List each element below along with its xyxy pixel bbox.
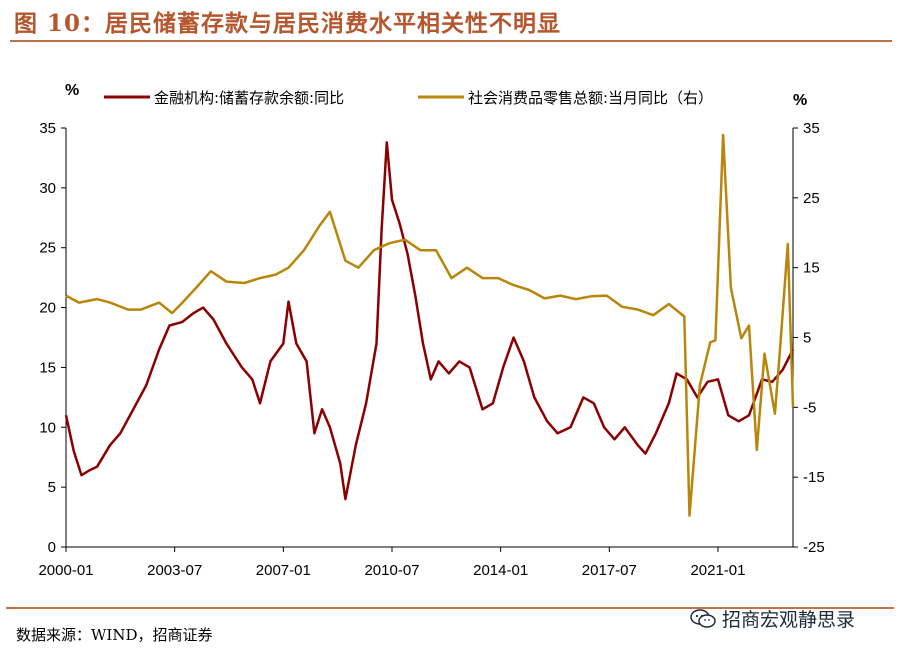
watermark-text: 招商宏观静思录 [722, 609, 856, 631]
watermark: 招商宏观静思录 [690, 605, 855, 632]
right-tick-label: -25 [803, 539, 825, 556]
right-tick-label: 15 [803, 260, 820, 277]
x-tick-label: 2014-01 [473, 562, 528, 579]
series-line-1 [64, 141, 795, 501]
legend-label-2: 社会消费品零售总额:当月同比（右） [468, 89, 713, 107]
left-tick-label: 15 [39, 359, 56, 376]
left-tick-label: 20 [39, 300, 56, 317]
title-divider [10, 40, 892, 42]
left-tick-label: 10 [39, 419, 56, 436]
x-tick-label: 2017-07 [582, 562, 637, 579]
x-tick-label: 2021-01 [690, 562, 745, 579]
right-tick-label: -5 [803, 399, 816, 416]
x-tick-label: 2007-01 [256, 562, 311, 579]
left-tick-label: 25 [39, 240, 56, 257]
footer-divider [6, 607, 894, 609]
left-tick-label: 35 [39, 120, 56, 137]
right-tick-label: 5 [803, 330, 811, 347]
data-source: 数据来源：WIND，招商证券 [16, 626, 213, 644]
series-line-2 [65, 133, 795, 517]
legend-label-1: 金融机构:储蓄存款余额:同比 [154, 89, 344, 107]
left-tick-label: 30 [39, 180, 56, 197]
left-tick-label: 0 [48, 539, 56, 556]
x-tick-label: 2000-01 [38, 562, 93, 579]
x-tick-label: 2010-07 [364, 562, 419, 579]
x-tick-label: 2003-07 [147, 562, 202, 579]
left-unit-label: % [65, 82, 79, 99]
line-chart: 0 5 10 15 20 25 30 35 -25 -15 -5 5 15 25 35 2000-01 2003… [38, 82, 825, 579]
right-tick-label: 35 [803, 120, 820, 137]
right-tick-label: 25 [803, 190, 820, 207]
right-tick-label: -15 [803, 469, 825, 486]
left-tick-label: 5 [48, 479, 56, 496]
figure-title: 图 10：居民储蓄存款与居民消费水平相关性不明显 [14, 10, 562, 37]
right-unit-label: % [793, 92, 807, 109]
wechat-icon [690, 608, 716, 628]
